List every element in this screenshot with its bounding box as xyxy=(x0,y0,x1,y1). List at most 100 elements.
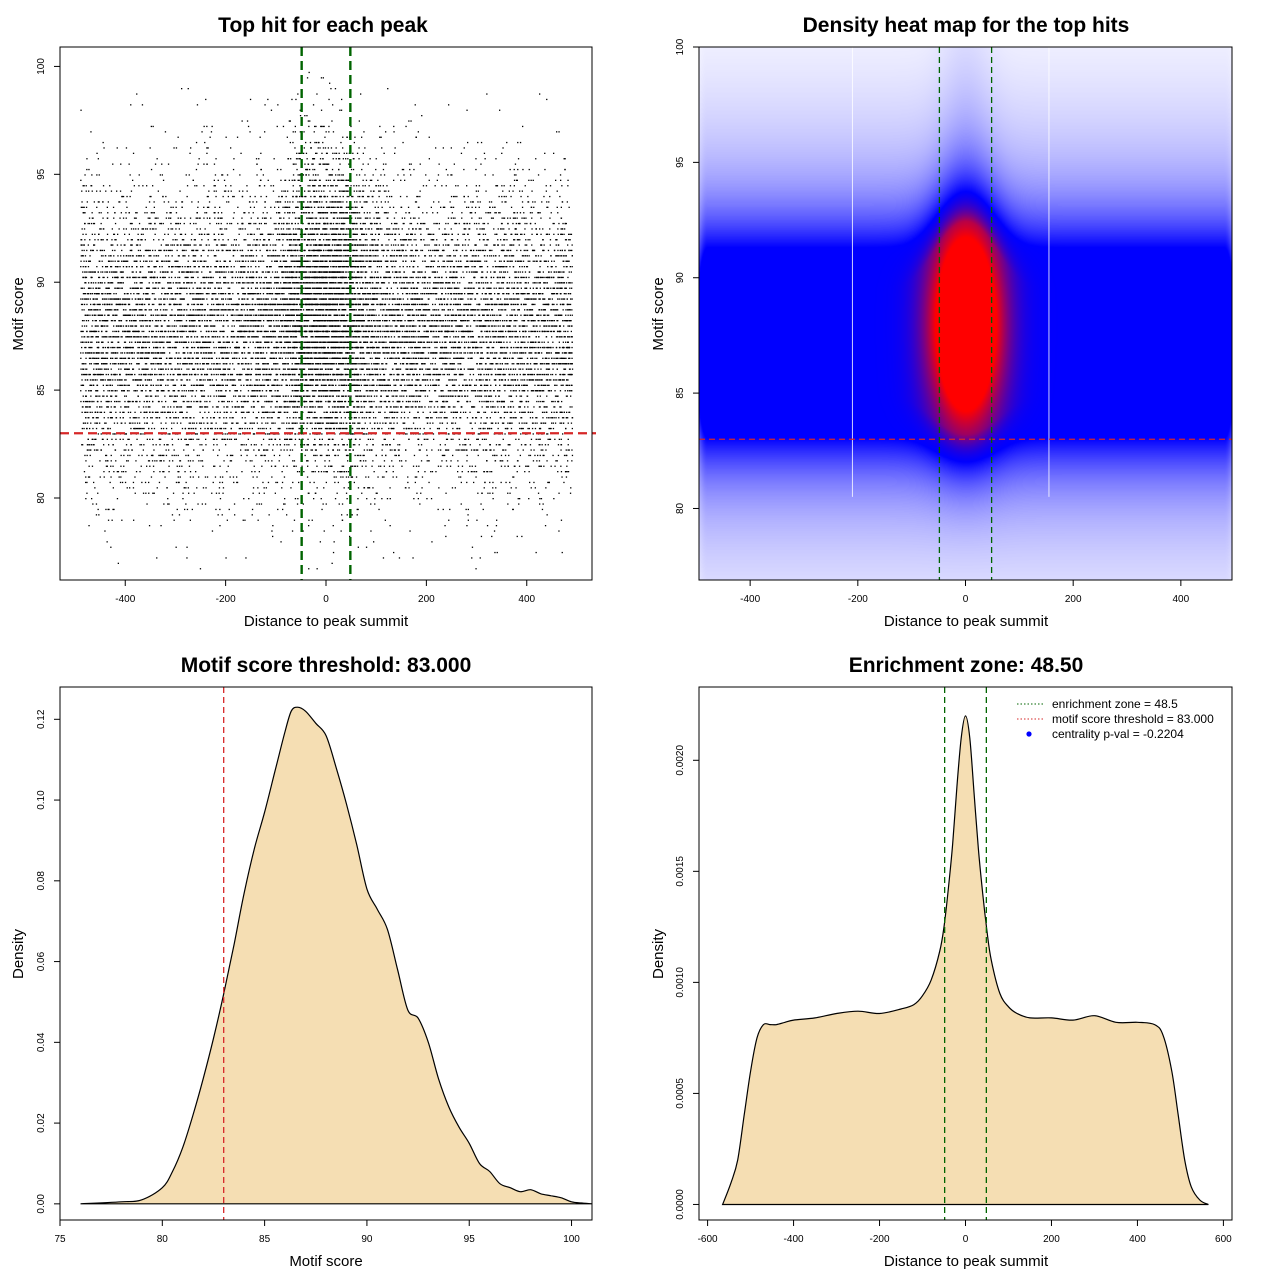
scatter-point xyxy=(92,271,94,273)
scatter-point xyxy=(457,465,460,467)
scatter-point xyxy=(448,233,450,235)
scatter-point xyxy=(124,233,126,235)
scatter-point xyxy=(272,449,274,451)
scatter-point xyxy=(217,287,219,289)
scatter-point xyxy=(332,195,334,198)
scatter-point xyxy=(241,260,243,262)
scatter-point xyxy=(515,303,517,306)
scatter-point xyxy=(80,298,82,300)
scatter-point xyxy=(207,346,209,349)
scatter-point xyxy=(326,411,328,413)
scatter-point xyxy=(312,395,314,397)
scatter-point xyxy=(303,373,305,376)
scatter-point xyxy=(445,368,447,370)
scatter-point xyxy=(404,357,406,359)
scatter-point xyxy=(174,239,176,241)
scatter-point xyxy=(515,417,517,419)
scatter-point xyxy=(534,320,536,322)
scatter-point xyxy=(365,460,367,462)
scatter-point xyxy=(104,530,106,532)
scatter-point xyxy=(116,244,119,246)
scatter-point xyxy=(509,411,511,413)
scatter-point xyxy=(272,411,275,413)
scatter-point xyxy=(194,185,196,187)
scatter-point xyxy=(559,303,562,306)
scatter-point xyxy=(512,357,514,359)
scatter-point xyxy=(213,465,215,467)
scatter-point xyxy=(448,373,450,376)
scatter-point xyxy=(116,190,118,192)
scatter-point xyxy=(403,411,406,413)
scatter-point xyxy=(536,379,538,381)
scatter-point xyxy=(510,233,512,235)
scatter-point xyxy=(436,244,438,246)
scatter-point xyxy=(95,293,97,295)
scatter-point xyxy=(156,487,158,489)
scatter-point xyxy=(337,471,339,473)
scatter-point xyxy=(542,400,544,403)
scatter-point xyxy=(370,363,373,365)
scatter-point xyxy=(563,368,565,370)
scatter-point xyxy=(322,158,324,160)
scatter-point xyxy=(471,465,473,467)
scatter-point xyxy=(126,320,128,322)
scatter-point xyxy=(265,271,267,273)
scatter-point xyxy=(101,427,103,430)
scatter-point xyxy=(299,249,301,252)
scatter-point xyxy=(515,487,517,489)
scatter-point xyxy=(442,363,444,365)
scatter-point xyxy=(335,314,337,316)
scatter-point xyxy=(251,514,253,516)
scatter-point xyxy=(313,201,315,203)
scatter-point xyxy=(88,346,90,349)
scatter-point xyxy=(424,384,427,386)
scatter-point xyxy=(448,325,451,327)
scatter-point xyxy=(300,309,303,311)
scatter-point xyxy=(538,373,540,376)
scatter-point xyxy=(388,233,390,235)
scatter-point xyxy=(162,454,164,457)
scatter-point xyxy=(357,400,359,403)
scatter-point xyxy=(280,336,282,338)
scatter-point xyxy=(380,276,382,279)
scatter-point xyxy=(397,330,399,333)
scatter-point xyxy=(567,449,569,451)
scatter-point xyxy=(445,222,447,225)
scatter-point xyxy=(553,152,555,154)
scatter-point xyxy=(269,314,271,316)
scatter-point xyxy=(246,454,248,457)
scatter-point xyxy=(83,206,85,208)
scatter-point xyxy=(395,476,398,478)
scatter-point xyxy=(449,379,451,381)
scatter-point xyxy=(258,303,260,306)
scatter-point xyxy=(83,309,85,311)
scatter-point xyxy=(222,195,224,198)
scatter-point xyxy=(175,454,177,457)
scatter-point xyxy=(370,190,372,192)
scatter-point xyxy=(414,476,416,478)
scatter-point xyxy=(491,314,494,316)
scatter-point xyxy=(97,508,99,511)
scatter-point xyxy=(290,487,292,489)
scatter-point xyxy=(243,368,246,370)
scatter-point xyxy=(312,163,314,165)
scatter-point xyxy=(536,314,538,316)
scatter-point xyxy=(187,346,189,349)
scatter-point xyxy=(137,379,139,381)
scatter-point xyxy=(315,152,317,154)
scatter-point xyxy=(343,217,345,219)
scatter-point xyxy=(89,309,91,311)
scatter-point xyxy=(354,212,357,214)
scatter-point xyxy=(191,282,193,284)
scatter-point xyxy=(376,282,378,284)
scatter-point xyxy=(344,255,346,257)
scatter-point xyxy=(231,384,233,386)
scatter-point xyxy=(165,449,167,451)
scatter-point xyxy=(112,244,114,246)
scatter-point xyxy=(308,519,310,521)
scatter-point xyxy=(385,368,387,370)
scatter-point xyxy=(138,341,141,343)
scatter-point xyxy=(146,298,148,300)
scatter-point xyxy=(174,341,176,343)
scatter-point xyxy=(264,460,267,462)
